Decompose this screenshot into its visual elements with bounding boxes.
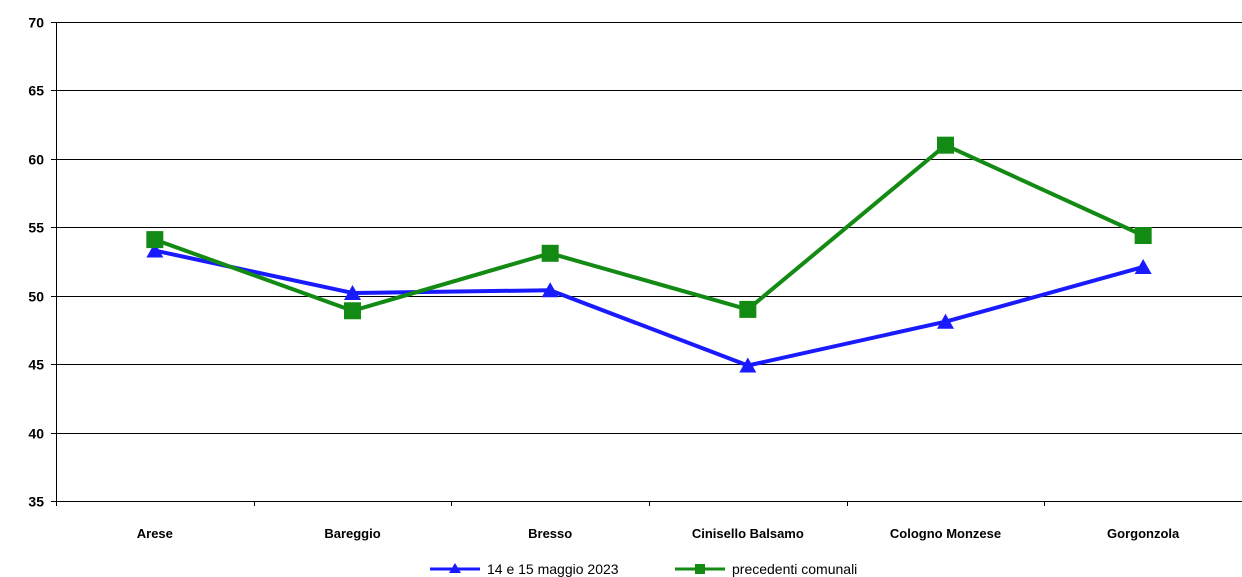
y-tick-label: 50 <box>28 289 44 305</box>
data-point-square <box>739 300 757 318</box>
x-tick-label: Cinisello Balsamo <box>692 526 804 541</box>
y-tick-label: 65 <box>28 83 44 99</box>
y-axis-ticks: 35 40 45 50 55 60 65 70 <box>28 15 56 510</box>
y-tick-label: 70 <box>28 15 44 31</box>
series-line <box>154 143 1144 313</box>
legend-item: precedenti comunali <box>675 561 857 577</box>
legend-label: 14 e 15 maggio 2023 <box>487 561 619 577</box>
data-point-square <box>146 231 164 249</box>
series-line <box>154 248 1144 368</box>
y-tick-label: 40 <box>28 426 44 442</box>
series-1 <box>146 242 1152 373</box>
legend-marker-square <box>695 564 705 574</box>
y-tick-label: 60 <box>28 152 44 168</box>
data-point-triangle <box>541 282 559 298</box>
legend-item: 14 e 15 maggio 2023 <box>430 561 619 577</box>
x-axis-ticks: Arese Bareggio Bresso Cinisello Balsamo Colo… <box>56 501 1180 541</box>
data-point-triangle <box>739 357 757 373</box>
axes <box>56 22 1242 502</box>
y-tick-label: 35 <box>28 494 44 510</box>
data-point-triangle <box>937 313 954 329</box>
x-tick-label: Arese <box>137 526 173 541</box>
data-point-square <box>344 302 361 320</box>
legend: 14 e 15 maggio 2023 precedenti comunali <box>430 561 857 577</box>
data-point-triangle <box>146 242 164 258</box>
legend-label: precedenti comunali <box>732 561 857 577</box>
data-point-triangle <box>1134 258 1152 274</box>
series-2 <box>146 136 1152 320</box>
data-point-square <box>1134 226 1152 244</box>
data-point-square <box>937 136 954 154</box>
x-tick-label: Bresso <box>528 526 572 541</box>
grid <box>56 22 1242 434</box>
x-tick-label: Cologno Monzese <box>890 526 1001 541</box>
data-point-square <box>541 244 559 262</box>
data-point-triangle <box>344 284 361 300</box>
series-group <box>146 136 1152 373</box>
x-tick-label: Bareggio <box>324 526 380 541</box>
y-tick-label: 45 <box>28 357 44 373</box>
legend-marker-triangle <box>449 563 461 573</box>
x-tick-label: Gorgonzola <box>1107 526 1180 541</box>
y-tick-label: 55 <box>28 220 44 236</box>
